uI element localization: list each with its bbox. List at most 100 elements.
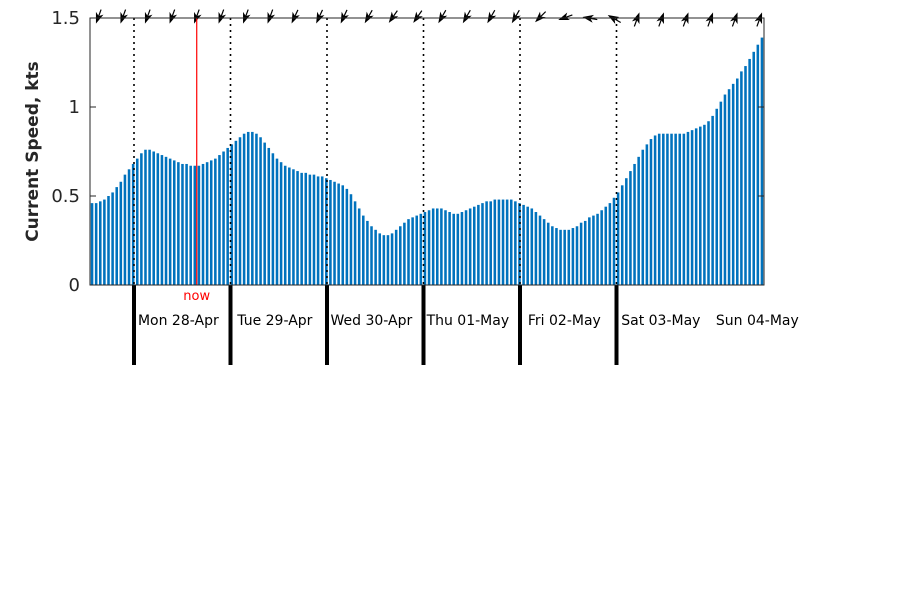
bar xyxy=(571,228,575,285)
bar xyxy=(472,206,476,285)
bar xyxy=(255,133,258,285)
bar xyxy=(366,220,369,285)
bar xyxy=(234,140,238,285)
bar xyxy=(288,167,291,285)
now-label: now xyxy=(183,289,210,304)
bar xyxy=(300,172,303,285)
direction-arrow xyxy=(511,9,521,24)
y-axis-title: Current Speed, kts xyxy=(23,61,43,242)
bar xyxy=(752,51,755,285)
bar xyxy=(608,203,612,285)
bar xyxy=(226,147,229,285)
bar xyxy=(559,229,562,285)
bar xyxy=(345,188,349,285)
bar xyxy=(612,197,616,285)
bar xyxy=(103,199,106,285)
bar xyxy=(637,156,640,285)
bar xyxy=(444,210,447,285)
bar xyxy=(522,204,525,285)
bar xyxy=(505,199,509,285)
bar xyxy=(682,133,686,285)
bar xyxy=(579,222,583,285)
direction-arrow xyxy=(144,9,153,24)
direction-arrow xyxy=(462,9,472,24)
bar xyxy=(464,210,468,285)
bar xyxy=(238,137,242,285)
bar xyxy=(362,215,365,285)
bar xyxy=(94,203,98,285)
bar xyxy=(534,212,538,285)
bar xyxy=(90,203,94,285)
bar xyxy=(551,226,554,285)
bar xyxy=(649,139,653,285)
bar xyxy=(99,201,102,285)
bar xyxy=(357,208,361,285)
direction-arrow xyxy=(95,9,104,24)
direction-arrow xyxy=(730,12,738,27)
bar xyxy=(633,163,636,285)
plot-area-border xyxy=(89,17,765,286)
bar xyxy=(263,142,266,285)
bar xyxy=(731,83,735,285)
direction-arrow xyxy=(535,11,547,23)
bar xyxy=(460,212,464,285)
direction-arrow xyxy=(267,9,276,24)
direction-arrow xyxy=(413,10,423,23)
bar xyxy=(111,192,114,285)
direction-arrow xyxy=(364,9,374,24)
direction-arrow xyxy=(340,9,349,24)
bar xyxy=(185,163,188,285)
y-tick-label: 1 xyxy=(69,97,80,118)
bar xyxy=(604,206,608,285)
bar xyxy=(452,213,455,285)
bar xyxy=(119,181,123,285)
y-tick-label: 1.5 xyxy=(51,8,80,29)
bar xyxy=(177,162,180,285)
bar xyxy=(493,199,497,285)
bar xyxy=(144,149,147,285)
bar xyxy=(403,222,406,285)
direction-arrow xyxy=(438,9,448,24)
bar xyxy=(715,108,719,285)
bar xyxy=(242,133,246,285)
direction-arrow xyxy=(487,9,497,24)
bar xyxy=(172,160,176,285)
bar xyxy=(148,149,151,285)
bar xyxy=(530,208,534,285)
y-axis-ticks: 0 0.5 1 1.5 xyxy=(51,8,764,296)
direction-arrow xyxy=(582,14,598,23)
bar xyxy=(501,199,505,285)
bar xyxy=(181,163,184,285)
bar xyxy=(657,133,661,285)
bar xyxy=(485,201,488,285)
bar xyxy=(283,165,287,285)
day-separator-lines xyxy=(132,18,619,365)
bar xyxy=(744,66,747,285)
bar xyxy=(115,187,118,285)
bar xyxy=(325,178,328,285)
bar xyxy=(275,158,279,285)
bar xyxy=(378,233,382,285)
bar xyxy=(107,196,110,285)
bar xyxy=(596,213,599,285)
bar xyxy=(666,133,669,285)
bar xyxy=(382,235,386,285)
day-label: Mon 28-Apr xyxy=(138,313,219,329)
bar xyxy=(563,229,566,285)
bar xyxy=(546,222,550,285)
bar xyxy=(748,58,751,285)
direction-arrow xyxy=(656,12,664,27)
day-label: Fri 02-May xyxy=(528,313,601,329)
bar xyxy=(620,185,624,285)
bar xyxy=(567,229,571,285)
bar xyxy=(222,151,225,285)
bar xyxy=(152,151,155,285)
bar xyxy=(694,128,698,285)
bar xyxy=(699,126,702,285)
day-label: Thu 01-May xyxy=(426,313,510,329)
bar xyxy=(189,165,192,285)
bar xyxy=(600,210,603,285)
direction-arrow xyxy=(558,12,573,21)
bar xyxy=(296,171,299,285)
